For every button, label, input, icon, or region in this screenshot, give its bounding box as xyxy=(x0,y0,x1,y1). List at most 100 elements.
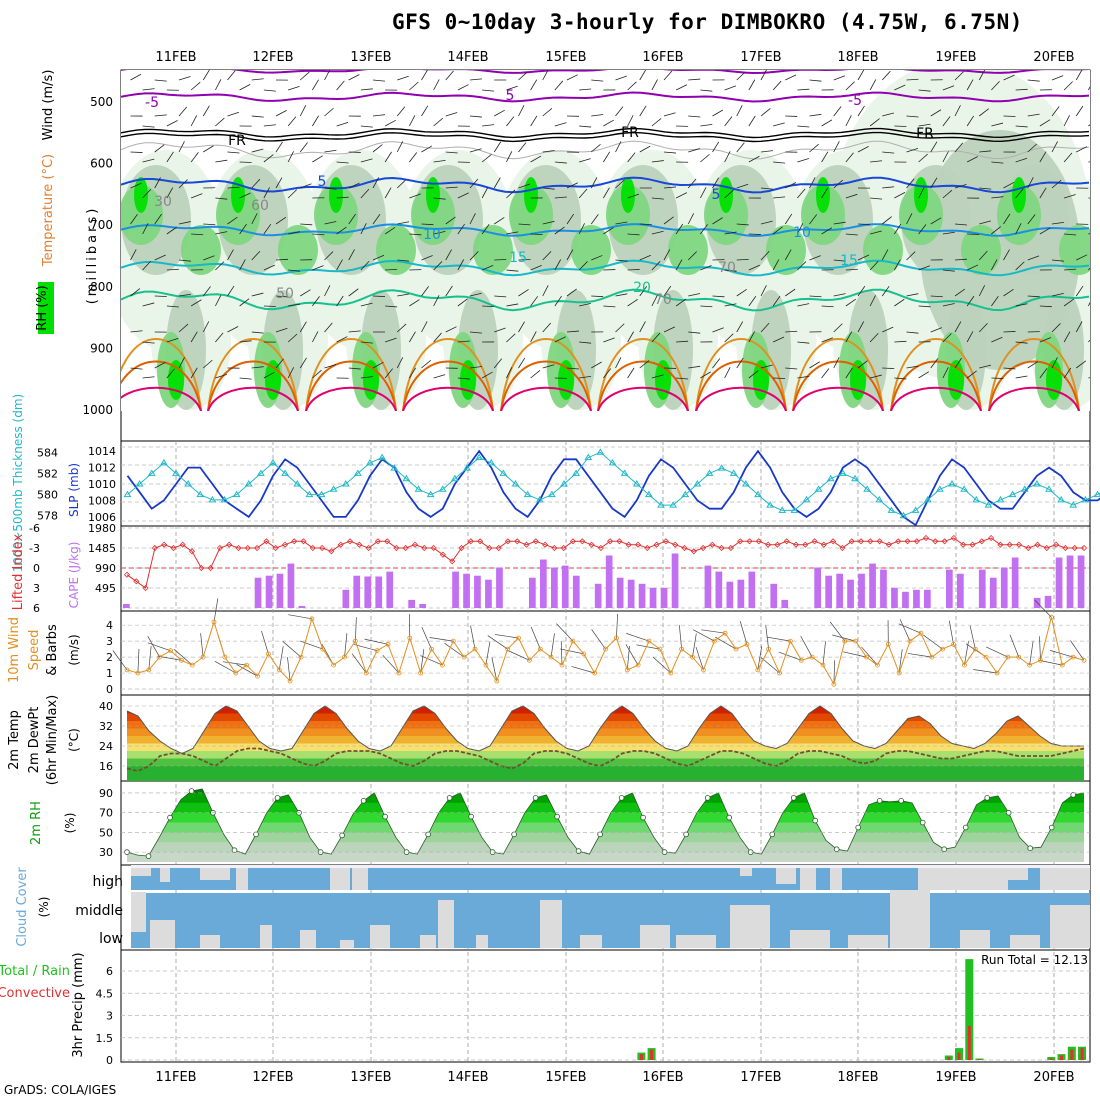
cape-bar xyxy=(1066,555,1074,608)
wind-barb xyxy=(1003,74,1015,81)
wind-barb xyxy=(202,70,210,81)
li-point xyxy=(988,534,995,542)
cloud-gap xyxy=(1050,905,1090,948)
thickness-point xyxy=(244,480,253,487)
wind-barb xyxy=(821,227,833,235)
wind-barb xyxy=(178,357,185,369)
wind-barb xyxy=(845,233,858,236)
wind-barb xyxy=(372,214,381,225)
precip-convective-bar xyxy=(957,1052,961,1060)
wind-barb xyxy=(360,158,373,163)
wind-speed-point xyxy=(439,662,445,668)
cloud-gap xyxy=(776,868,796,884)
wind-barb xyxy=(979,220,991,225)
wind-barb xyxy=(215,79,222,91)
wind-barb xyxy=(324,221,337,225)
temp-contour-30 xyxy=(305,360,397,411)
date-label-top: 16FEB xyxy=(642,50,683,65)
wind-barb xyxy=(275,258,289,261)
wind-barb xyxy=(239,223,247,235)
wind-barb xyxy=(191,233,204,236)
li-point xyxy=(1034,541,1041,548)
wind-barb xyxy=(421,359,431,369)
wind-barb xyxy=(676,340,689,343)
wind-barb xyxy=(579,302,591,307)
wind-speed-point xyxy=(896,670,902,676)
wind-barb xyxy=(445,216,456,225)
wind-barb xyxy=(494,109,505,117)
wind-barb xyxy=(433,159,446,163)
rh-point xyxy=(769,831,775,838)
wind-speed-point xyxy=(690,654,695,660)
wind-barb xyxy=(203,223,216,226)
wind-speed-point xyxy=(483,662,489,668)
rh-point xyxy=(790,795,797,801)
wind-barb xyxy=(409,115,416,127)
thickness-point xyxy=(1057,495,1066,503)
cloud-gap xyxy=(200,935,220,948)
wind-barb xyxy=(166,226,177,235)
rh-point xyxy=(618,795,625,801)
wind-barb xyxy=(166,368,175,379)
wind-barb xyxy=(433,374,446,379)
wind-barb xyxy=(651,230,664,235)
wind-barb xyxy=(760,285,767,297)
cape-tick-label: 495 xyxy=(95,582,116,595)
wind-barb xyxy=(178,221,191,225)
wind-barb xyxy=(312,233,325,236)
thickness-point xyxy=(535,495,544,503)
wind-barb xyxy=(627,193,640,199)
precip-convective-bar xyxy=(1049,1058,1053,1060)
wind-speed-point xyxy=(711,638,717,644)
contour-label: 30 xyxy=(154,194,172,210)
wind-barb xyxy=(409,81,419,91)
wind-barb xyxy=(603,227,614,235)
wind-barb xyxy=(627,299,638,307)
wind-barb xyxy=(457,298,468,307)
wind-barb xyxy=(1051,221,1064,225)
li-point xyxy=(922,534,930,542)
wind-barb xyxy=(579,376,592,379)
thickness-point xyxy=(729,469,738,476)
rh-shade-bright xyxy=(168,360,184,400)
wind-barb xyxy=(299,105,307,117)
wind-barb xyxy=(991,122,1004,127)
wind-barb xyxy=(239,298,250,307)
wind-barb xyxy=(1076,360,1087,369)
li-point xyxy=(244,544,251,552)
wind-barb xyxy=(894,192,906,199)
rh-point xyxy=(532,795,539,801)
wind-barb-10m xyxy=(1039,636,1041,661)
wind-barb xyxy=(1088,124,1090,127)
wind-barb xyxy=(312,296,320,307)
wind-barb xyxy=(130,213,138,225)
wind-barb xyxy=(1075,105,1084,117)
rh-point xyxy=(167,814,173,821)
wind-barb xyxy=(676,377,689,380)
wind-barb xyxy=(663,326,676,333)
wind-barb xyxy=(991,161,1004,164)
wind-barb-10m xyxy=(692,633,697,658)
wind-barb xyxy=(1003,115,1016,117)
cloud-gap xyxy=(800,868,816,890)
wind-speed-point xyxy=(211,619,217,625)
rh-shade-green xyxy=(314,185,358,245)
wind-barb xyxy=(615,179,625,189)
temp-contour-25 xyxy=(792,338,884,411)
thickness-point xyxy=(547,490,556,498)
wind-speed-point xyxy=(755,667,761,673)
wind-barb xyxy=(1088,339,1090,343)
wind-barb xyxy=(857,254,870,261)
thickness-point xyxy=(135,480,144,487)
thickness-line xyxy=(127,451,1100,517)
cape-bar xyxy=(825,575,832,608)
wind-barb xyxy=(966,79,974,91)
cape-bar xyxy=(1000,567,1008,608)
rh-point xyxy=(1027,845,1033,851)
wind-barb-10m xyxy=(222,661,247,666)
li-point xyxy=(281,541,289,548)
temp-contour-30 xyxy=(500,360,592,411)
cloud-gap xyxy=(890,890,930,948)
wind-barb xyxy=(142,223,149,235)
wind-barb xyxy=(942,303,955,307)
